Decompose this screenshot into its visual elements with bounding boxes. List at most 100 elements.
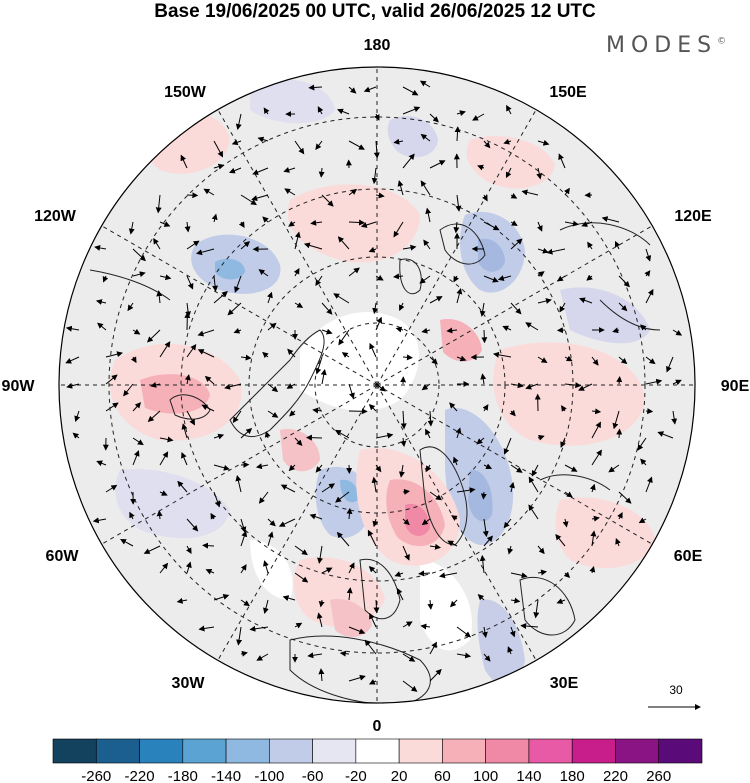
wind-vector-arrow: [510, 382, 524, 389]
wind-vector-arrow: [132, 450, 140, 466]
wind-vector-arrow: [348, 383, 355, 400]
wind-vector-arrow: [348, 267, 360, 277]
wind-vector-arrow: [394, 571, 404, 577]
wind-vector-arrow: [521, 189, 539, 196]
wind-vector-arrow: [479, 302, 486, 317]
wind-vectors: [65, 80, 683, 692]
wind-vector-arrow: [262, 351, 269, 359]
wind-vector-arrow: [181, 451, 188, 466]
wind-vector-arrow: [238, 221, 245, 229]
wind-vector-arrow: [477, 594, 485, 601]
wind-vector-arrow: [129, 511, 135, 520]
lon-label-60w: 60W: [46, 548, 80, 565]
wind-vector-arrow: [505, 167, 512, 179]
wind-vector-arrow: [546, 248, 566, 255]
wind-vector-arrow: [507, 545, 514, 555]
wind-vector-arrow: [509, 481, 515, 493]
wind-vector-arrow: [456, 110, 466, 116]
wind-vector-arrow: [211, 213, 218, 223]
wind-vector-arrow: [348, 188, 358, 196]
wind-vector-arrow: [591, 408, 602, 415]
wind-vector-arrow: [316, 612, 323, 628]
wind-vector-arrow: [232, 410, 242, 424]
wind-vector-arrow: [369, 612, 377, 628]
wind-vector-arrow: [429, 491, 443, 501]
wind-vector-arrow: [510, 464, 523, 473]
wind-vector-arrow: [280, 484, 296, 493]
wind-vector-arrow: [348, 562, 355, 574]
wind-vector-arrow: [197, 329, 215, 337]
wind-vector-arrow: [429, 543, 441, 550]
wind-vector-arrow: [617, 512, 623, 520]
wind-vector-arrow: [451, 515, 458, 521]
vector-scale: 30: [648, 683, 701, 710]
wind-vector-arrow: [510, 220, 518, 226]
wind-vector-arrow: [591, 449, 602, 466]
wind-vector-arrow: [65, 325, 80, 332]
wind-vector-arrow: [425, 464, 432, 472]
wind-vector-arrow: [294, 302, 304, 308]
wind-vector-arrow: [287, 348, 296, 358]
wind-vector-arrow: [399, 302, 405, 312]
wind-vector-arrow: [341, 352, 350, 358]
wind-vector-arrow: [429, 641, 437, 655]
wind-vector-arrow: [537, 247, 549, 254]
wind-vector-arrow: [159, 451, 169, 466]
wind-vector-arrow: [294, 231, 301, 250]
wind-vector-arrow: [564, 464, 578, 472]
wind-vector-arrow: [453, 221, 460, 234]
map-border: [58, 66, 696, 704]
lon-label-30w: 30W: [172, 675, 206, 692]
wind-vector-arrow: [371, 476, 378, 493]
wind-vector-arrow: [564, 187, 570, 196]
wind-vector-arrow: [186, 275, 194, 290]
wind-vector-arrow: [318, 668, 325, 682]
wind-vector-arrow: [155, 194, 162, 214]
wind-vector-arrow: [346, 587, 353, 601]
wind-vector-arrow: [337, 108, 350, 115]
wind-vector-arrow: [318, 599, 325, 608]
wind-vector-arrow: [159, 562, 169, 574]
colorbar-tick-label: -180: [168, 768, 198, 783]
wind-vector-arrow: [563, 571, 571, 579]
wind-vector-arrow: [235, 474, 242, 493]
wind-vector-arrow: [375, 464, 382, 473]
wind-vector-arrow: [186, 240, 200, 250]
wind-vector-arrow: [255, 463, 269, 470]
wind-vector-arrow: [264, 431, 271, 439]
colorbar-tick-label: -60: [302, 768, 324, 783]
wind-vector-arrow: [429, 356, 438, 365]
wind-vector-arrow: [156, 290, 163, 304]
lon-label-180: 180: [364, 37, 391, 54]
wind-vector-arrow: [127, 302, 134, 312]
wind-vector-arrow: [267, 322, 277, 331]
wind-vector-arrow: [267, 410, 279, 418]
wind-vector-arrow: [309, 513, 323, 520]
wind-vector-arrow: [153, 237, 161, 250]
wind-vector-arrow: [425, 207, 432, 223]
wind-vector-arrow: [258, 491, 269, 504]
wind-vector-arrow: [256, 653, 269, 661]
wind-vector-arrow: [586, 274, 593, 281]
wind-vector-arrow: [201, 404, 215, 412]
wind-vector-arrow: [130, 356, 137, 364]
wind-vector-arrow: [618, 491, 632, 504]
wind-vector-arrow: [147, 329, 161, 343]
wind-vector-arrow: [672, 379, 682, 386]
wind-vector-arrow: [120, 538, 134, 547]
wind-vector-arrow: [479, 554, 486, 574]
wind-vector-arrow: [128, 221, 135, 235]
lon-label-60e: 60E: [674, 548, 703, 565]
wind-vector-arrow: [294, 572, 309, 583]
wind-vector-arrow: [608, 464, 620, 473]
map-disc: [59, 67, 695, 703]
wind-vector-arrow: [560, 437, 566, 448]
wind-vector-arrow: [421, 518, 431, 526]
white-regions: [250, 311, 472, 651]
wind-vector-arrow: [666, 356, 674, 373]
wind-vector-arrow: [240, 518, 247, 533]
wind-vector-arrow: [393, 138, 404, 145]
wind-vector-arrow: [373, 599, 380, 614]
lon-label-150w: 150W: [164, 84, 207, 101]
wind-vector-arrow: [252, 167, 269, 175]
